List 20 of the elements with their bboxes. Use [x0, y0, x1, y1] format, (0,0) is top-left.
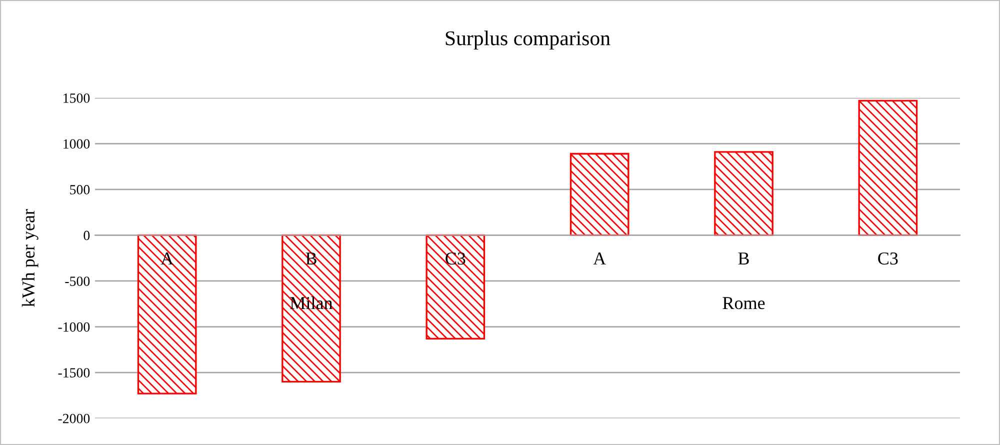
bar: [426, 234, 486, 340]
x-tick-label: C3: [878, 252, 898, 265]
x-tick-label: A: [593, 252, 606, 264]
x-tick-label: B: [738, 252, 749, 264]
chart-title: Surplus comparison: [446, 30, 610, 50]
bar: [137, 234, 197, 394]
y-tick-label: 500: [70, 185, 90, 194]
bar: [570, 152, 630, 236]
y-tick-label: -1500: [58, 368, 90, 378]
annotation: Rome: [722, 297, 765, 310]
y-axis-title: kWh per year: [22, 209, 38, 307]
y-tick-label: -2000: [58, 414, 90, 424]
bar: [714, 151, 774, 236]
y-tick-label: -500: [65, 276, 90, 286]
bar: [282, 234, 341, 383]
y-tick-label: 1500: [64, 93, 90, 103]
y-tick-label: -1000: [58, 322, 90, 332]
y-tick-label: 1000: [64, 139, 90, 149]
bar: [858, 100, 918, 236]
y-tick-label: 0: [84, 230, 90, 240]
